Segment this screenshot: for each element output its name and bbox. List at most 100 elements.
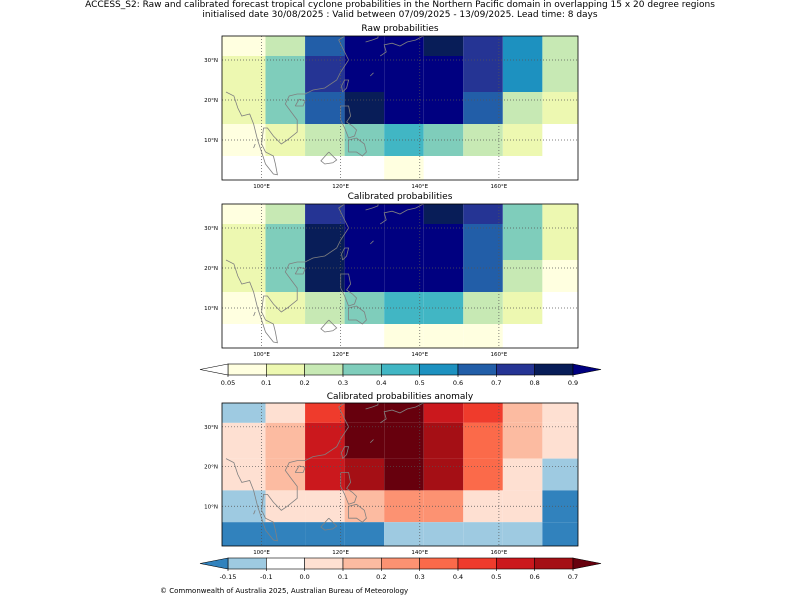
colorbar-over-arrow	[572, 557, 602, 570]
probability-cell	[222, 458, 266, 491]
probability-cell	[463, 156, 503, 180]
probability-cell	[423, 224, 464, 260]
longitude-tick-label: 100°E	[253, 184, 270, 190]
probability-cell	[222, 204, 266, 224]
coastline	[379, 203, 424, 225]
probability-cell	[222, 56, 266, 92]
probability-cell	[542, 292, 578, 324]
latitude-tick-label: 30°N	[204, 226, 218, 232]
probability-cell	[344, 92, 385, 124]
probability-cell	[222, 224, 266, 260]
probability-cell	[502, 156, 543, 180]
probability-cell	[384, 224, 424, 260]
probability-cell	[384, 204, 424, 224]
probability-cell	[344, 403, 385, 423]
probability-cell	[502, 224, 543, 260]
coastline	[365, 35, 379, 43]
colorbar-tick-label: 0.1	[261, 379, 271, 387]
probability-cell	[222, 156, 266, 180]
latitude-tick-label: 30°N	[204, 425, 218, 431]
colorbar-tick-label: 0.8	[529, 379, 539, 387]
probability-cell	[305, 422, 345, 459]
coastline	[341, 79, 350, 93]
coastline	[348, 503, 367, 523]
probability-cell	[384, 92, 424, 124]
probability-colorbar: 0.05 0.1 0.2 0.3 0.4 0.5 0.6 0.7 0.8 0.9	[199, 363, 602, 387]
figure-title-line1: ACCESS_S2: Raw and calibrated forecast t…	[85, 0, 715, 10]
probability-cell	[463, 403, 503, 423]
longitude-tick-label: 100°E	[253, 352, 270, 358]
colorbar-tick-label: 0.2	[299, 379, 309, 387]
latitude-tick-label: 10°N	[204, 306, 218, 312]
probability-cell	[222, 36, 266, 56]
probability-cell	[502, 403, 543, 423]
probability-cell	[344, 224, 385, 260]
colorbar-segment	[381, 363, 420, 376]
probability-cell	[384, 422, 424, 459]
copyright-notice: © Commonwealth of Australia 2025, Austra…	[160, 587, 409, 595]
probability-cell	[222, 260, 266, 292]
coastline	[225, 35, 350, 176]
coastline	[320, 319, 338, 333]
probability-cell	[542, 204, 578, 224]
coastline	[294, 266, 306, 275]
coastline	[370, 439, 374, 443]
colorbar-tick-label: 0.6	[529, 573, 539, 581]
probability-cell	[344, 324, 385, 348]
probability-cell	[542, 36, 578, 56]
probability-cell	[502, 36, 543, 56]
map-panel-1: 100°E 120°E 140°E 160°E 10°N 20°N 30°N	[204, 35, 579, 190]
longitude-tick-label: 120°E	[332, 352, 349, 358]
colorbar-segment	[342, 363, 382, 376]
colorbar-tick-label: 0.1	[338, 573, 348, 581]
probability-cell	[265, 458, 306, 491]
map-panel-2: 100°E 120°E 140°E 160°E 10°N 20°N 30°N	[204, 203, 579, 358]
probability-cell	[265, 36, 306, 56]
coastline	[341, 446, 350, 459]
probability-cell	[265, 204, 306, 224]
probability-cell	[222, 92, 266, 124]
probability-cell	[265, 56, 306, 92]
colorbar-segment	[496, 363, 535, 376]
probability-cell	[384, 36, 424, 56]
probability-cell	[502, 522, 543, 546]
probability-cell	[384, 522, 424, 546]
coastline	[348, 137, 367, 157]
probability-cell	[423, 260, 464, 292]
coastline	[370, 240, 374, 245]
coastline	[294, 98, 306, 107]
colorbar-tick-label: 0.7	[491, 379, 501, 387]
colorbar-segment	[419, 557, 459, 570]
probability-cell	[265, 422, 306, 459]
probability-cell	[305, 522, 345, 546]
probability-cell	[344, 36, 385, 56]
colorbar-tick-label: 0.7	[568, 573, 578, 581]
latitude-tick-label: 20°N	[204, 266, 218, 272]
colorbar-tick-label: 0.3	[414, 573, 424, 581]
probability-cell	[542, 522, 578, 546]
probability-cell	[222, 324, 266, 348]
colorbar-tick-label: 0.4	[453, 573, 463, 581]
probability-cell	[222, 403, 266, 423]
probability-cell	[542, 458, 578, 491]
probability-cell	[384, 56, 424, 92]
probability-cell	[502, 324, 543, 348]
colorbar-segment	[419, 363, 459, 376]
coastline	[340, 105, 357, 139]
probability-cell	[502, 92, 543, 124]
coastline	[320, 151, 338, 165]
plot-frame	[221, 203, 579, 349]
probability-cell	[502, 56, 543, 92]
colorbar-segment	[227, 557, 267, 570]
coastline	[341, 247, 350, 261]
probability-cell	[265, 92, 306, 124]
probability-cell	[463, 36, 503, 56]
probability-cell	[305, 204, 345, 224]
colorbar-tick-label: 0.5	[414, 379, 424, 387]
colorbar-segment	[304, 363, 344, 376]
figure-title-line2: initialised date 30/08/2025 : Valid betw…	[202, 10, 598, 20]
probability-cell	[265, 224, 306, 260]
probability-cell	[542, 422, 578, 459]
colorbar-segment	[266, 557, 305, 570]
